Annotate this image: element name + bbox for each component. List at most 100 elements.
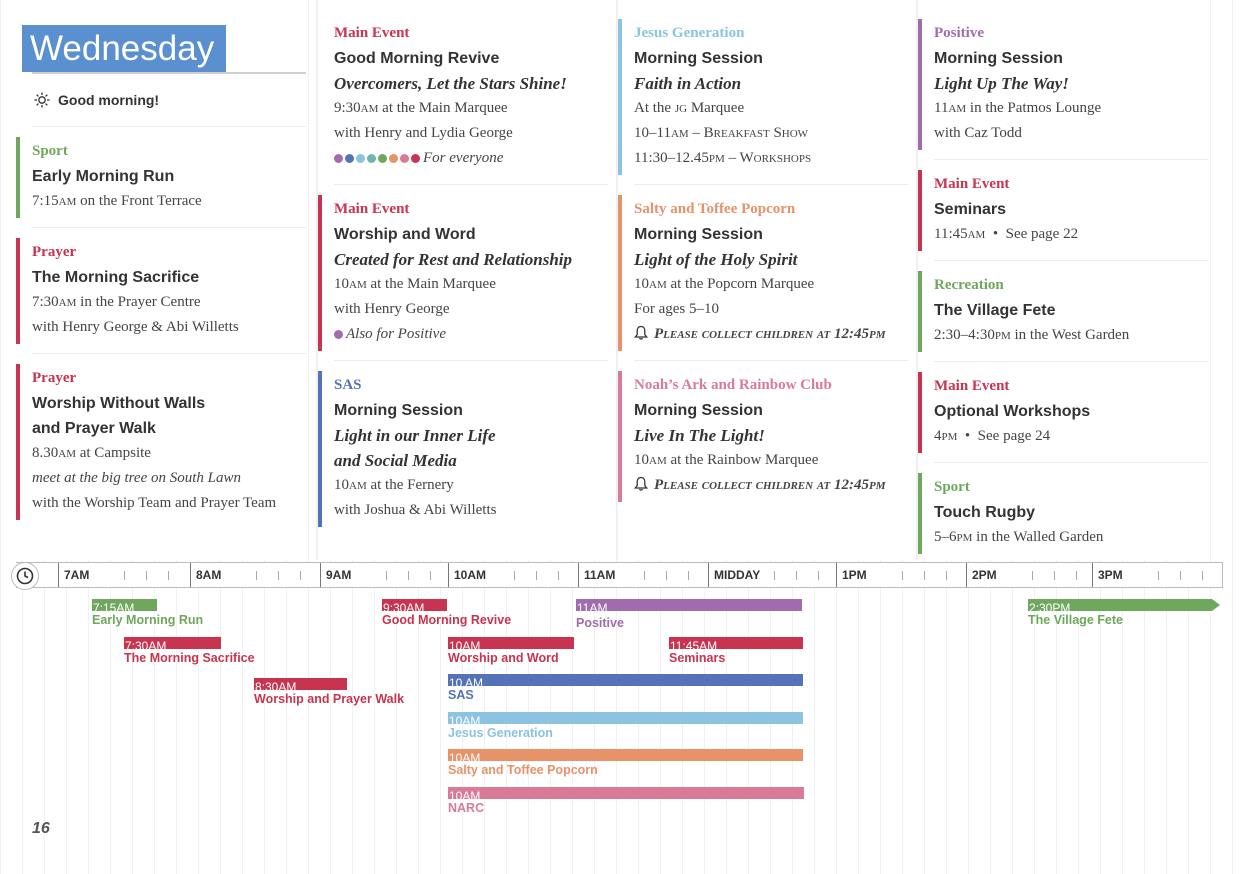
event-time-location: 10am at the Fernery — [334, 477, 454, 493]
divider — [32, 353, 306, 354]
timeline-bar: 8:30AM — [254, 678, 347, 693]
event-hosts: with Henry and Lydia George — [334, 125, 513, 141]
timeline-bar-label: Seminars — [669, 651, 726, 665]
event-notice: Please collect children at 12:45pm — [634, 322, 908, 347]
event-title: Worship and Word — [334, 226, 476, 243]
timeline-tick — [818, 571, 819, 580]
timeline-bar-start: 11AM — [577, 601, 608, 615]
timeline-bar-start: 8:30AM — [255, 680, 297, 694]
event-ages: For ages 5–10 — [634, 301, 719, 317]
event-seminars: Main Event Seminars 11:45am • See page 2… — [918, 170, 1210, 251]
timeline-tick — [666, 571, 667, 580]
timeline-bar-start: 11:45AM — [670, 639, 718, 653]
event-worship-without-walls: Prayer Worship Without Walls and Prayer … — [16, 364, 306, 520]
event-subtitle: Faith in Action — [634, 74, 742, 93]
event-subtitle-line2: and Social Media — [334, 451, 457, 470]
audience-dot — [367, 154, 376, 164]
timeline-bar: 7:15AM — [92, 599, 157, 614]
event-title: Early Morning Run — [32, 168, 175, 185]
timeline-bar: 10AM — [448, 712, 803, 727]
event-note: meet at the big tree on South Lawn — [32, 470, 242, 486]
event-category: Prayer — [32, 244, 77, 260]
timeline-tick — [514, 571, 515, 580]
event-category: Recreation — [934, 277, 1004, 293]
timeline-bar: 10 AM — [448, 674, 803, 689]
event-category: Main Event — [334, 201, 410, 217]
event-time-ref: 11:45am • See page 22 — [934, 226, 1079, 242]
timeline-bar: 10AM — [448, 749, 803, 764]
event-category: Salty and Toffee Popcorn — [634, 201, 796, 217]
bell-icon — [634, 476, 648, 491]
clock-icon — [11, 562, 39, 590]
event-title: Morning Session — [334, 402, 463, 419]
timeline-bar-start: 10 AM — [449, 676, 484, 690]
timeline-bar-label: Positive — [576, 616, 624, 630]
event-schedule-2: 11:30–12.45pm – Workshops — [634, 150, 812, 166]
timeline-hour-label: 3PM — [1092, 563, 1123, 587]
timeline-tick — [256, 571, 257, 580]
event-title: Morning Session — [634, 226, 763, 243]
timeline-tick — [1180, 571, 1181, 580]
event-hosts: with the Worship Team and Prayer Team — [32, 495, 277, 511]
audience-dot — [389, 154, 398, 164]
timeline-bar-label: Early Morning Run — [92, 613, 204, 627]
timeline-bar-label: Good Morning Revive — [382, 613, 512, 627]
divider — [634, 360, 908, 361]
event-title: Seminars — [934, 201, 1007, 218]
timeline-bar: 2:30PM — [1028, 599, 1220, 611]
timeline-tick — [300, 571, 301, 580]
day-title: Wednesday — [22, 25, 227, 72]
event-schedule-1: 10–11am – Breakfast Show — [634, 125, 809, 141]
event-subtitle: Light of the Holy Spirit — [634, 250, 798, 269]
audience-dot — [356, 154, 365, 164]
timeline-bar-label: Salty and Toffee Popcorn — [448, 763, 598, 777]
event-time-location: 7:30am in the Prayer Centre — [32, 294, 201, 310]
event-time-location: 2:30–4:30pm in the West Garden — [934, 327, 1130, 343]
timeline-bar-start: 7:30AM — [125, 639, 167, 653]
event-audience: Also for Positive — [334, 322, 608, 347]
timeline-hour-label: 1PM — [836, 563, 867, 587]
timeline-tick — [774, 571, 775, 580]
bell-icon — [634, 325, 648, 340]
column-divider — [316, 0, 319, 560]
event-title: Morning Session — [634, 50, 763, 67]
event-category: Sport — [934, 479, 970, 495]
timeline-bar: 10AM — [448, 637, 574, 652]
event-category: Main Event — [934, 378, 1010, 394]
column-divider — [616, 0, 619, 560]
timeline-tick — [124, 571, 125, 580]
timeline-bar-start: 10AM — [449, 751, 481, 765]
event-good-morning-revive: Main Event Good Morning Revive Overcomer… — [318, 19, 608, 175]
timeline-bar: 11:45AM — [669, 637, 803, 652]
column-4: Positive Morning Session Light Up The Wa… — [918, 0, 1210, 560]
event-subtitle: Live In The Light! — [634, 426, 765, 445]
greeting: Good morning! — [16, 74, 306, 128]
day-title-rule — [32, 72, 306, 74]
timeline-tick — [168, 571, 169, 580]
divider — [634, 184, 908, 185]
event-subtitle: Light Up The Way! — [934, 74, 1069, 93]
divider — [32, 126, 306, 127]
timeline-bar: 9:30AM — [382, 599, 447, 614]
divider — [934, 462, 1208, 463]
timeline-bar-label: Worship and Word — [448, 651, 559, 665]
event-hosts: with Henry George — [334, 301, 450, 317]
event-title: The Village Fete — [934, 302, 1056, 319]
event-hosts: with Henry George & Abi Willetts — [32, 319, 239, 335]
event-category: Main Event — [934, 176, 1010, 192]
event-jesus-generation: Jesus Generation Morning Session Faith i… — [618, 19, 908, 175]
divider — [934, 159, 1208, 160]
divider — [334, 184, 608, 185]
event-morning-sacrifice: Prayer The Morning Sacrifice 7:30am in t… — [16, 238, 306, 344]
event-category: Positive — [934, 25, 984, 41]
timeline-tick — [408, 571, 409, 580]
page-number: 16 — [32, 820, 50, 837]
timeline-hour-label: 9AM — [320, 563, 351, 587]
timeline-tick — [1032, 571, 1033, 580]
event-time-location: 9:30am at the Main Marquee — [334, 100, 508, 116]
timeline-bar-label: SAS — [448, 688, 474, 702]
event-subtitle: Light in our Inner Life — [334, 426, 496, 445]
timeline-hour-label: 11AM — [578, 563, 615, 587]
event-category: Sport — [32, 143, 68, 159]
timeline-hour-label: 10AM — [448, 563, 486, 587]
